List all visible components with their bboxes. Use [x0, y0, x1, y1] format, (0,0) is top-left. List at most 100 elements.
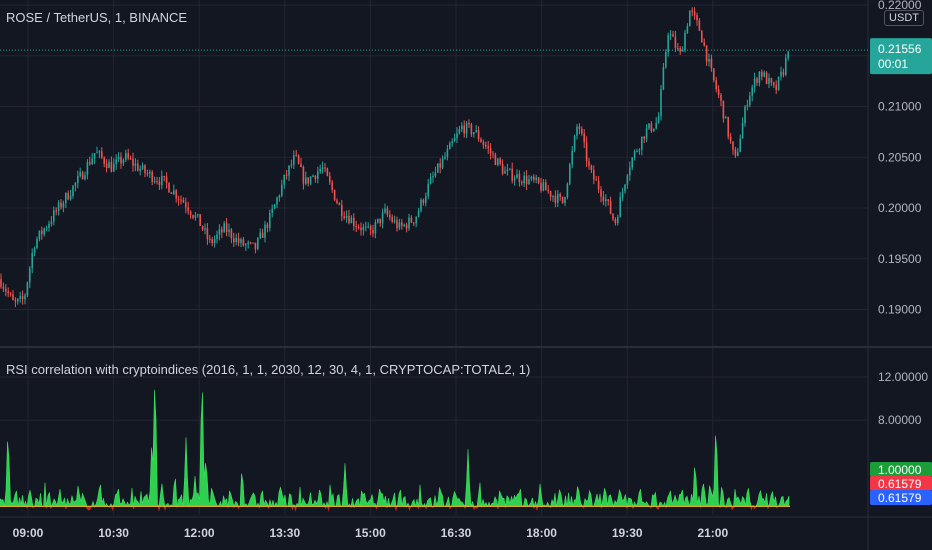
candle-body	[633, 151, 636, 158]
candle	[53, 206, 55, 226]
candle	[410, 215, 413, 224]
candle-body	[717, 89, 720, 96]
symbol-title[interactable]: ROSE / TetherUS, 1, BINANCE	[6, 10, 188, 25]
candle	[115, 154, 117, 170]
candle	[285, 169, 288, 180]
candle-body	[432, 176, 434, 178]
candle	[386, 205, 389, 218]
candle	[583, 129, 585, 148]
candle	[672, 30, 674, 37]
candle	[765, 71, 768, 85]
candle-body	[590, 165, 593, 171]
candle	[237, 232, 240, 247]
candle	[350, 215, 353, 224]
candle-body	[288, 165, 290, 176]
candle	[684, 29, 686, 53]
candle	[293, 150, 295, 170]
candle	[43, 227, 45, 237]
candle	[161, 170, 163, 190]
candle	[65, 192, 67, 209]
candle-body	[758, 71, 761, 83]
candle	[485, 141, 487, 150]
price-tick-label: 0.19500	[878, 252, 922, 266]
candle	[713, 67, 715, 83]
candle	[636, 148, 638, 153]
candle-body	[353, 217, 355, 227]
candle-body	[737, 151, 739, 156]
candle-body	[564, 197, 566, 204]
candle-body	[497, 158, 499, 165]
candle	[408, 213, 410, 231]
candle	[689, 10, 691, 27]
candle-body	[602, 196, 605, 202]
candle	[427, 179, 429, 200]
price-tick-label: 0.19000	[878, 302, 922, 316]
candle	[741, 117, 744, 139]
candle-body	[727, 117, 729, 137]
candle	[626, 173, 629, 189]
candle-body	[233, 238, 235, 243]
candle-body	[581, 128, 583, 134]
candle-body	[614, 219, 617, 224]
candle	[57, 200, 60, 216]
candle-body	[201, 225, 204, 230]
indicator-badge-label: 0.61579	[878, 491, 922, 505]
candle	[437, 163, 439, 174]
currency-button[interactable]: USDT	[884, 10, 924, 26]
candle-body	[645, 128, 648, 139]
candle	[163, 175, 165, 182]
candle	[425, 192, 427, 207]
candle	[499, 157, 501, 166]
candle	[439, 158, 441, 174]
candle-body	[698, 20, 701, 31]
candle-body	[249, 242, 252, 244]
candle	[89, 156, 91, 166]
candle	[617, 214, 619, 226]
candle	[218, 224, 221, 241]
candle-body	[439, 163, 441, 168]
candle-body	[528, 179, 530, 184]
candle-body	[36, 239, 38, 249]
candle-body	[45, 227, 48, 229]
candle-body	[235, 238, 237, 243]
candle-body	[449, 143, 451, 150]
candle-body	[521, 182, 523, 184]
candle	[470, 122, 473, 137]
candle-body	[487, 146, 489, 149]
candle	[249, 241, 252, 245]
candle	[173, 184, 175, 196]
candle	[665, 49, 667, 69]
candle	[182, 197, 185, 203]
candle	[540, 178, 542, 193]
candle-body	[86, 162, 89, 176]
candle	[345, 210, 348, 223]
candle	[41, 226, 43, 240]
candle	[482, 139, 485, 149]
candle	[209, 234, 211, 243]
candle	[281, 179, 283, 198]
candle	[5, 284, 7, 297]
candle	[369, 224, 372, 236]
candle-body	[535, 177, 537, 180]
candle-body	[408, 217, 410, 229]
candle	[780, 66, 782, 81]
candle	[300, 157, 302, 168]
candle-body	[165, 176, 168, 184]
candle-body	[429, 177, 432, 184]
candle-body	[705, 45, 708, 62]
indicator-title[interactable]: RSI correlation with cryptoindices (2016…	[6, 362, 531, 377]
candle-body	[213, 238, 216, 244]
candle	[451, 138, 453, 147]
candle-body	[413, 222, 415, 224]
indicator-tick-label: 12.00000	[878, 370, 928, 384]
candle-body	[537, 177, 540, 184]
candle-body	[609, 200, 612, 214]
candle-body	[509, 168, 511, 170]
candle	[151, 169, 153, 186]
candle-body	[55, 210, 57, 212]
candle-body	[197, 214, 199, 216]
time-tick-label: 13:30	[269, 526, 300, 540]
candle-body	[26, 282, 29, 296]
candle	[509, 168, 511, 171]
